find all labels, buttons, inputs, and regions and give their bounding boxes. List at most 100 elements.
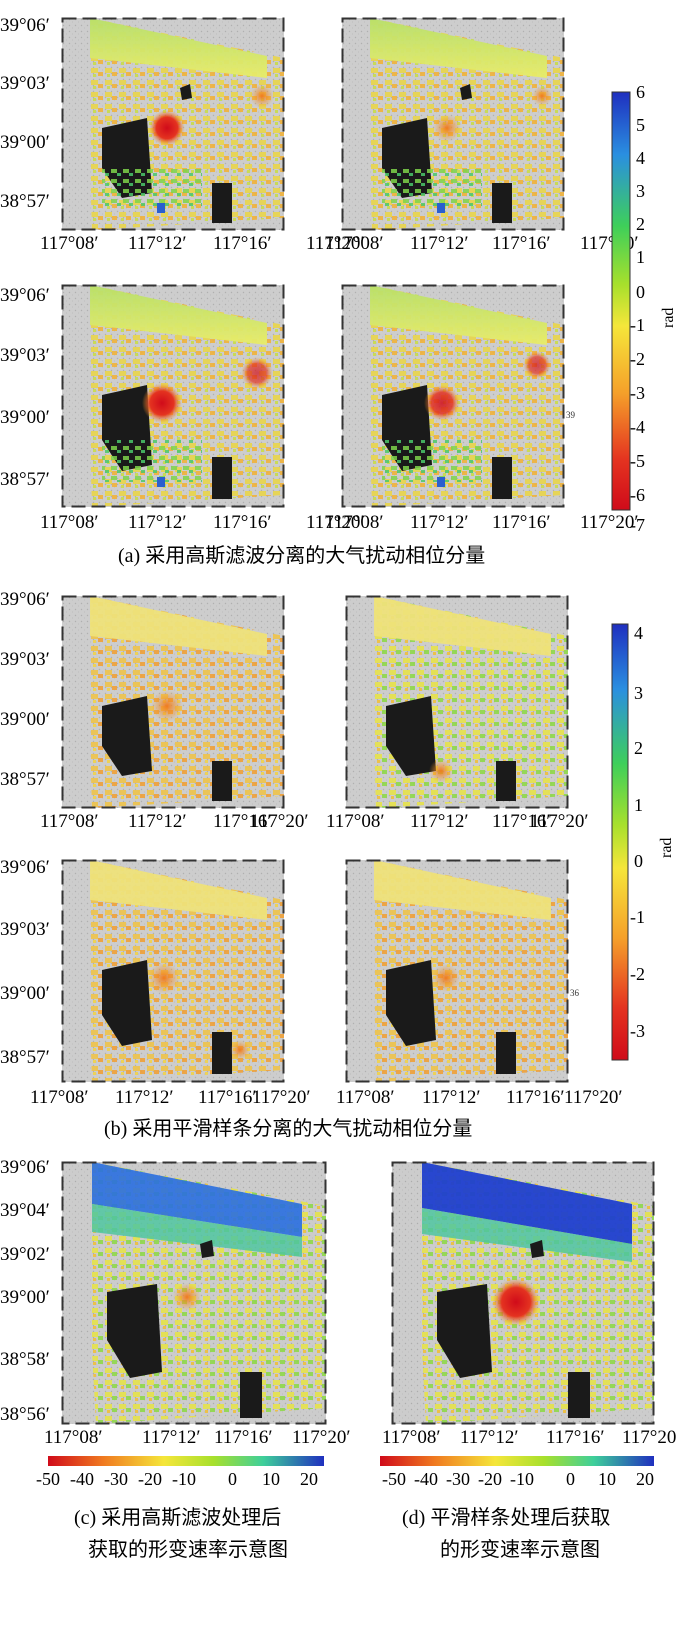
colorbar-tick: 5 <box>636 115 645 135</box>
y-tick: 39°06′ <box>0 857 50 878</box>
map-a4 <box>341 284 565 508</box>
x-tick: 117°16′ <box>213 811 272 832</box>
x-tick: 117°12′ <box>128 512 187 533</box>
map-c <box>61 1161 327 1425</box>
colorbar-tick: -50 <box>382 1469 406 1489</box>
colorbar-tick: 1 <box>636 247 645 267</box>
x-tick: 117°12′ <box>115 1087 174 1108</box>
y-tick: 38°56′ <box>0 1404 50 1425</box>
x-tick: 117°12′ <box>142 1427 201 1448</box>
x-tick: 117°08′ <box>40 512 99 533</box>
y-tick: 39°00′ <box>0 407 50 428</box>
x-tick: 117°12′ <box>410 512 469 533</box>
y-tick: 39°00′ <box>0 132 50 153</box>
x-tick: 117°08′ <box>44 1427 103 1448</box>
caption-a: (a) 采用高斯滤波分离的大气扰动相位分量 <box>118 545 486 567</box>
y-tick: 38°57′ <box>0 769 50 790</box>
y-tick: 39°06′ <box>0 15 50 36</box>
side-note: 39 <box>566 410 575 420</box>
colorbar-unit: rad <box>658 837 675 858</box>
y-tick: 38°57′ <box>0 469 50 490</box>
colorbar-tick: 20 <box>300 1469 318 1489</box>
y-tick: 38°57′ <box>0 191 50 212</box>
x-tick: 117°12′ <box>128 233 187 254</box>
colorbar-tick: -5 <box>630 451 645 471</box>
colorbar-tick: 4 <box>634 623 643 643</box>
map-a3 <box>61 284 285 508</box>
colorbar-tick: -6 <box>630 485 645 505</box>
y-tick: 39°00′ <box>0 1287 50 1308</box>
map-b2 <box>345 595 569 809</box>
y-tick: 39°00′ <box>0 709 50 730</box>
x-tick: 117°16′ <box>506 1087 565 1108</box>
colorbar-b <box>611 623 629 1061</box>
colorbar-tick: 2 <box>634 738 643 758</box>
y-tick: 39°06′ <box>0 285 50 306</box>
x-tick: 117°16′ <box>546 1427 605 1448</box>
colorbar-tick: -7 <box>630 515 645 535</box>
colorbar-tick: 6 <box>636 82 645 102</box>
x-tick: 117°20 <box>622 1427 677 1448</box>
colorbar-tick: -1 <box>630 315 645 335</box>
caption-d-line2: 的形变速率示意图 <box>440 1539 600 1561</box>
colorbar-tick: 1 <box>634 795 643 815</box>
colorbar-tick: -40 <box>414 1469 438 1489</box>
x-tick: 117°12′ <box>128 811 187 832</box>
map-b4 <box>345 859 569 1083</box>
x-tick: 117°12′ <box>410 811 469 832</box>
y-tick: 38°57′ <box>0 1047 50 1068</box>
y-tick: 39°03′ <box>0 345 50 366</box>
x-tick: 117°08′ <box>325 233 384 254</box>
x-tick: 117°20′ <box>292 1427 351 1448</box>
colorbar-tick: 10 <box>598 1469 616 1489</box>
x-tick: 117°16′ <box>198 1087 257 1108</box>
x-tick: 117°20′ <box>530 811 589 832</box>
y-tick: 38°58′ <box>0 1349 50 1370</box>
y-tick: 39°03′ <box>0 919 50 940</box>
x-tick: 117°16′ <box>492 512 551 533</box>
colorbar-tick: -30 <box>446 1469 470 1489</box>
x-tick: 117°16′ <box>214 1427 273 1448</box>
colorbar-tick: 20 <box>636 1469 654 1489</box>
colorbar-tick: -2 <box>630 349 645 369</box>
x-tick: 117°08′ <box>325 512 384 533</box>
y-tick: 39°02′ <box>0 1244 50 1265</box>
colorbar-tick: -4 <box>630 417 645 437</box>
x-tick: 117°12′ <box>460 1427 519 1448</box>
y-tick: 39°06′ <box>0 589 50 610</box>
map-b3 <box>61 859 285 1083</box>
colorbar-tick: 0 <box>228 1469 237 1489</box>
x-tick: 117°12′ <box>422 1087 481 1108</box>
x-tick: 117°12′ <box>410 233 469 254</box>
colorbar-tick: -30 <box>104 1469 128 1489</box>
colorbar-tick: -50 <box>36 1469 60 1489</box>
x-tick: 117°08′ <box>40 233 99 254</box>
x-tick: 117°20′ <box>306 233 365 254</box>
caption-c-line1: (c) 采用高斯滤波处理后 <box>74 1507 282 1529</box>
colorbar-tick: -1 <box>630 907 645 927</box>
colorbar-tick: -10 <box>510 1469 534 1489</box>
colorbar-tick: 3 <box>636 181 645 201</box>
x-tick: 117°08′ <box>40 811 99 832</box>
caption-d-line1: (d) 平滑样条处理后获取 <box>402 1507 611 1529</box>
y-tick: 39°03′ <box>0 649 50 670</box>
x-tick: 117°20′ <box>250 811 309 832</box>
y-tick: 39°06′ <box>0 1157 50 1178</box>
map-a1 <box>61 17 285 231</box>
x-tick: 117°08′ <box>326 811 385 832</box>
colorbar-unit: rad <box>660 307 677 328</box>
map-b1 <box>61 595 285 809</box>
caption-c-line2: 获取的形变速率示意图 <box>88 1539 288 1561</box>
colorbar-tick: 3 <box>634 683 643 703</box>
x-tick: 117°20′ <box>252 1087 311 1108</box>
x-tick: 117°16′ <box>492 233 551 254</box>
x-tick: 117°08′ <box>382 1427 441 1448</box>
colorbar-tick: -10 <box>172 1469 196 1489</box>
colorbar-c <box>48 1456 324 1466</box>
side-note: 36 <box>570 988 579 998</box>
x-tick: 117°16′ <box>492 811 551 832</box>
colorbar-tick: 10 <box>262 1469 280 1489</box>
x-tick: 117°20′ <box>580 512 639 533</box>
colorbar-tick: -40 <box>70 1469 94 1489</box>
x-tick: 117°08′ <box>30 1087 89 1108</box>
